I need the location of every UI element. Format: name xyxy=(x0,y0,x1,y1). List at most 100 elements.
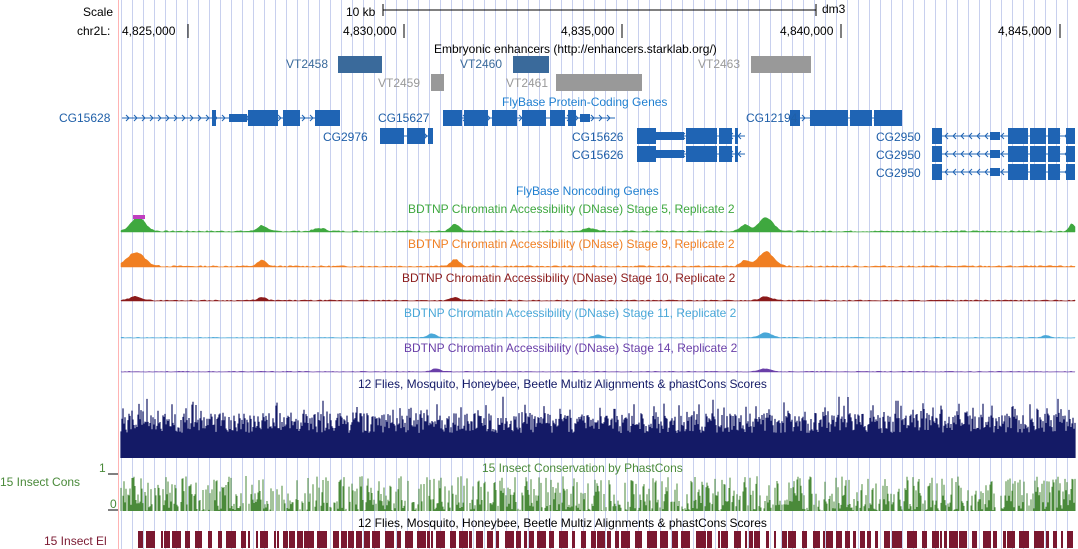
grid-line xyxy=(440,0,441,549)
grid-line xyxy=(737,0,738,549)
conserved-element xyxy=(559,531,568,548)
gene-cg2950-1-strand-arrow xyxy=(1000,132,1005,140)
gene-cg15628-strand-arrow xyxy=(301,114,306,122)
gene-cg2950-3-exon xyxy=(1008,164,1028,180)
conserved-element xyxy=(802,531,807,548)
grid-line xyxy=(715,0,716,549)
grid-line xyxy=(627,0,628,549)
phastcons-signal xyxy=(120,476,1076,511)
gene-cg15627-strand-arrow xyxy=(606,114,611,122)
grid-line xyxy=(1023,0,1024,549)
grid-line xyxy=(858,0,859,549)
conserved-element xyxy=(660,531,668,548)
conserved-element xyxy=(607,531,611,548)
conserved-element xyxy=(436,531,445,548)
grid-line xyxy=(682,0,683,549)
enhancer-vt2458-block xyxy=(338,56,382,73)
dnase-stage9-signal xyxy=(120,251,1076,268)
grid-line xyxy=(1012,0,1013,549)
conserved-element xyxy=(944,531,947,548)
conserved-element xyxy=(1003,531,1006,548)
gene-cg2950-1-strand-arrow xyxy=(960,132,965,140)
conserved-element xyxy=(516,531,521,548)
grid-line xyxy=(308,0,309,549)
conserved-element xyxy=(745,531,747,548)
gene-cg15626-1-exon xyxy=(719,128,732,144)
gene-cg15626-label-2[interactable]: CG15626 xyxy=(572,148,624,162)
gene-cg2950-1-exon xyxy=(1048,128,1060,144)
gene-cg15627-exon xyxy=(580,114,590,122)
gene-cg2976-exon xyxy=(407,128,425,144)
gene-cg2950-label-1[interactable]: CG2950 xyxy=(876,130,921,144)
enhancer-vt2460-label[interactable]: VT2460 xyxy=(460,57,503,71)
conserved-element xyxy=(208,531,212,548)
grid-line xyxy=(968,0,969,549)
gene-cg15627-exon xyxy=(492,110,517,126)
gene-cg15627-exon xyxy=(464,110,488,126)
gene-cg15626-2-exon xyxy=(719,146,732,162)
elements-side-label[interactable]: 15 Insect El xyxy=(44,534,107,548)
enhancers-track-title: Embryonic enhancers (http://enhancers.st… xyxy=(434,42,717,56)
conserved-element xyxy=(591,531,596,548)
gene-cg12194-label[interactable]: CG12194 xyxy=(746,111,798,125)
conserved-element xyxy=(289,531,295,548)
phastcons-side-label[interactable]: 15 Insect Cons xyxy=(0,475,81,489)
conserved-element xyxy=(505,531,514,548)
gene-cg15628-label[interactable]: CG15628 xyxy=(59,111,111,125)
grid-line xyxy=(660,0,661,549)
enhancer-vt2459-label[interactable]: VT2459 xyxy=(378,76,421,90)
gene-cg2950-1-strand-arrow xyxy=(952,132,957,140)
conserved-element xyxy=(1019,531,1029,548)
grid-line xyxy=(880,0,881,549)
ruler-tick-2: 4,830,000 xyxy=(343,24,397,38)
multiz-track-title: 12 Flies, Mosquito, Honeybee, Beetle Mul… xyxy=(358,377,767,391)
conserved-element xyxy=(226,531,236,548)
scale-bar-label: 10 kb xyxy=(346,5,376,19)
conserved-element xyxy=(333,531,339,548)
grid-line xyxy=(693,0,694,549)
enhancer-vt2458-label[interactable]: VT2458 xyxy=(286,57,329,71)
grid-line xyxy=(132,0,133,549)
grid-line xyxy=(924,0,925,549)
gene-cg2950-label-3[interactable]: CG2950 xyxy=(876,166,921,180)
grid-line xyxy=(561,0,562,549)
gene-cg15628-exon xyxy=(283,110,300,126)
conserved-element xyxy=(304,531,314,548)
grid-line xyxy=(748,0,749,549)
grid-line xyxy=(1034,0,1035,549)
grid-line xyxy=(891,0,892,549)
conserved-element xyxy=(1046,531,1049,548)
grid-line xyxy=(704,0,705,549)
gene-cg15626-label-1[interactable]: CG15626 xyxy=(572,130,624,144)
enhancer-vt2463-label[interactable]: VT2463 xyxy=(698,57,741,71)
conserved-element xyxy=(749,531,753,548)
grid-line xyxy=(462,0,463,549)
enhancer-vt2461-label[interactable]: VT2461 xyxy=(506,76,549,90)
gene-cg2950-label-2[interactable]: CG2950 xyxy=(876,148,921,162)
grid-line xyxy=(803,0,804,549)
gene-cg15627-label[interactable]: CG15627 xyxy=(378,111,430,125)
gene-cg2976-exon xyxy=(428,128,433,144)
conserved-element xyxy=(277,531,279,548)
grid-line xyxy=(286,0,287,549)
gene-cg2950-2-strand-arrow xyxy=(960,150,965,158)
grid-line xyxy=(1045,0,1046,549)
gene-cg15628-strand-arrow xyxy=(205,114,210,122)
conserved-element xyxy=(431,531,433,548)
gene-cg15628-exon xyxy=(212,110,216,126)
gene-cg15627-exon xyxy=(443,110,462,126)
grid-line xyxy=(539,0,540,549)
gene-cg2976-label[interactable]: CG2976 xyxy=(323,130,368,144)
conserved-element xyxy=(469,531,472,548)
gene-cg15627-exon xyxy=(522,110,546,126)
phastcons-axis-max: 1 xyxy=(99,461,106,475)
grid-line xyxy=(220,0,221,549)
conserved-element xyxy=(707,531,712,548)
gene-cg15626-1-exon xyxy=(656,132,684,140)
dnase-stage14-signal xyxy=(120,368,1076,373)
conserved-element xyxy=(297,531,303,548)
grid-line xyxy=(1001,0,1002,549)
gene-cg15628-strand-arrow xyxy=(197,114,202,122)
ruler-tick-5: 4,845,000 xyxy=(998,24,1052,38)
